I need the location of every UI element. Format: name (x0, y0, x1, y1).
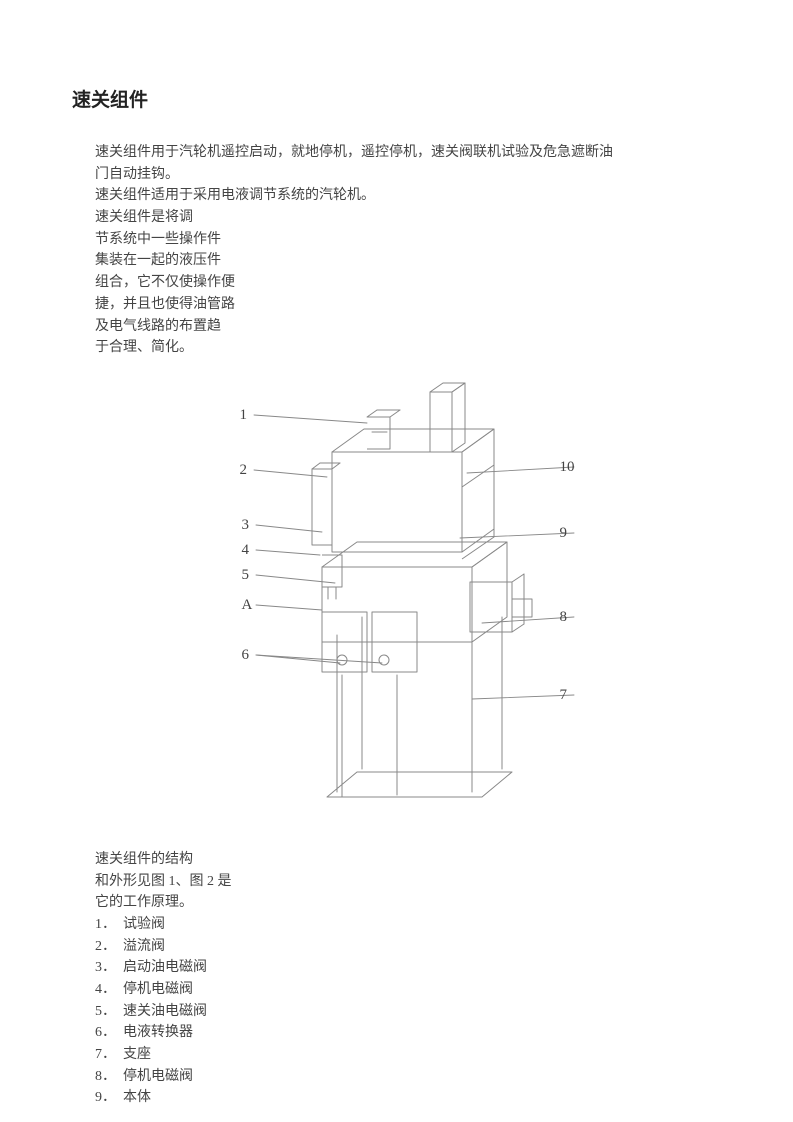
legend-number: 8． (95, 1066, 123, 1088)
structure-line: 速关组件的结构 (95, 849, 698, 871)
intro-line: 速关组件用于汽轮机遥控启动，就地停机，遥控停机，速关阀联机试验及危急遮断油 (95, 142, 698, 164)
callout-label: 8 (560, 609, 568, 626)
callout-label: 2 (240, 462, 248, 479)
callout-label: 10 (560, 459, 575, 476)
intro-line: 捷，并且也使得油管路 (95, 294, 698, 316)
legend-number: 1． (95, 914, 123, 936)
intro-line: 节系统中一些操作件 (95, 229, 698, 251)
legend-item: 2．溢流阀 (95, 936, 698, 958)
intro-line: 集装在一起的液压件 (95, 250, 698, 272)
legend-item: 5．速关油电磁阀 (95, 1001, 698, 1023)
legend-label: 速关油电磁阀 (123, 1004, 207, 1019)
legend-item: 4．停机电磁阀 (95, 979, 698, 1001)
legend-item: 7．支座 (95, 1044, 698, 1066)
legend-number: 4． (95, 979, 123, 1001)
callout-label: 6 (242, 647, 250, 664)
intro-line: 及电气线路的布置趋 (95, 316, 698, 338)
callout-label: 4 (242, 542, 250, 559)
legend-number: 2． (95, 936, 123, 958)
legend-list: 1．试验阀2．溢流阀3．启动油电磁阀4．停机电磁阀5．速关油电磁阀6．电液转换器… (95, 914, 698, 1109)
callout-label: 5 (242, 567, 250, 584)
legend-number: 9． (95, 1087, 123, 1109)
intro-line: 速关组件是将调 (95, 207, 698, 229)
legend-label: 本体 (123, 1090, 151, 1105)
intro-line: 于合理、简化。 (95, 337, 698, 359)
page-title: 速关组件 (72, 85, 698, 112)
legend-label: 启动油电磁阀 (123, 960, 207, 975)
legend-label: 溢流阀 (123, 939, 165, 954)
callout-label: 9 (560, 525, 568, 542)
legend-number: 7． (95, 1044, 123, 1066)
intro-line: 组合，它不仅使操作便 (95, 272, 698, 294)
intro-line: 速关组件适用于采用电液调节系统的汽轮机。 (95, 185, 698, 207)
structure-line: 它的工作原理。 (95, 892, 698, 914)
diagram-container: 1 2 3 4 5 A 6 10 9 8 7 (75, 377, 698, 827)
callout-label: 3 (242, 517, 250, 534)
callout-label: A (242, 597, 253, 614)
callout-label: 7 (560, 687, 568, 704)
legend-label: 停机电磁阀 (123, 1069, 193, 1084)
legend-number: 5． (95, 1001, 123, 1023)
structure-text: 速关组件的结构和外形见图 1、图 2 是它的工作原理。 (95, 849, 698, 914)
legend-number: 6． (95, 1022, 123, 1044)
intro-paragraph: 速关组件用于汽轮机遥控启动，就地停机，遥控停机，速关阀联机试验及危急遮断油门自动… (95, 142, 698, 359)
legend-item: 3．启动油电磁阀 (95, 957, 698, 979)
legend-item: 9．本体 (95, 1087, 698, 1109)
intro-line: 门自动挂钩。 (95, 164, 698, 186)
legend-label: 支座 (123, 1047, 151, 1062)
assembly-diagram: 1 2 3 4 5 A 6 10 9 8 7 (172, 377, 602, 827)
legend-item: 8．停机电磁阀 (95, 1066, 698, 1088)
legend-label: 电液转换器 (123, 1025, 193, 1040)
legend-item: 6．电液转换器 (95, 1022, 698, 1044)
legend-label: 试验阀 (123, 917, 165, 932)
legend-item: 1．试验阀 (95, 914, 698, 936)
legend-number: 3． (95, 957, 123, 979)
callout-label: 1 (240, 407, 248, 424)
legend-label: 停机电磁阀 (123, 982, 193, 997)
structure-line: 和外形见图 1、图 2 是 (95, 871, 698, 893)
